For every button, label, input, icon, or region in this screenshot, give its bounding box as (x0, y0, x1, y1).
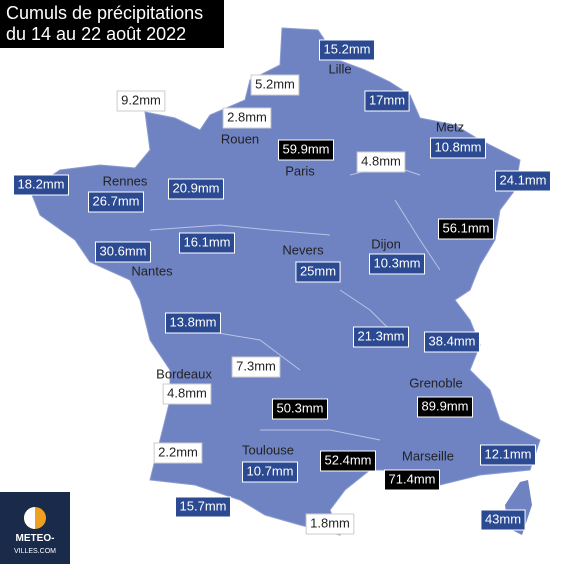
rain-label: 20.9mm (173, 180, 220, 195)
label-box (424, 331, 480, 353)
label-box (168, 178, 224, 200)
city-name: Paris (285, 163, 315, 178)
city-name: Nantes (131, 263, 173, 278)
label-box (13, 174, 69, 196)
rain-label: 25mm (300, 263, 336, 278)
rain-label: 26.7mm (93, 193, 140, 208)
logo-text: METEO- (16, 533, 55, 544)
rain-label: 15.2mm (324, 41, 371, 56)
rain-label: 2.8mm (227, 109, 267, 124)
label-box (305, 513, 355, 535)
label-box (165, 312, 221, 334)
rain-label: 4.8mm (361, 153, 401, 168)
rain-label: 71.4mm (389, 471, 436, 486)
label-box (320, 450, 376, 472)
label-box (438, 218, 494, 240)
label-box (384, 469, 440, 491)
label-box (175, 496, 231, 518)
rain-label: 59.9mm (283, 141, 330, 156)
label-box (231, 356, 281, 378)
city-name: Rennes (103, 173, 148, 188)
rain-label: 89.9mm (422, 398, 469, 413)
label-box (430, 137, 486, 159)
france-shape (29, 27, 541, 536)
label-box (153, 442, 203, 464)
city-name: Toulouse (242, 442, 294, 457)
title-line: Cumuls de précipitations (6, 3, 203, 23)
rain-label: 50.3mm (277, 400, 324, 415)
label-box (250, 74, 300, 96)
label-box (272, 398, 328, 420)
label-box (480, 444, 536, 466)
label-box (495, 170, 551, 192)
rain-label: 52.4mm (325, 452, 372, 467)
rain-label: 38.4mm (429, 333, 476, 348)
city-name: Marseille (402, 448, 454, 463)
label-box (364, 90, 410, 112)
label-box (88, 191, 144, 213)
label-box (295, 261, 341, 283)
rain-label: 30.6mm (100, 243, 147, 258)
title-box (0, 0, 224, 48)
label-box (356, 151, 406, 173)
city-name: Grenoble (409, 375, 462, 390)
rain-label: 10.7mm (247, 463, 294, 478)
rain-label: 10.8mm (435, 139, 482, 154)
city-name: Metz (436, 119, 464, 134)
rain-label: 21.3mm (358, 328, 405, 343)
city-name: Lille (328, 61, 351, 76)
label-box (417, 396, 473, 418)
rain-label: 43mm (485, 511, 521, 526)
rain-label: 17mm (369, 92, 405, 107)
label-box (179, 232, 235, 254)
rain-label: 7.3mm (236, 358, 276, 373)
rain-label: 9.2mm (121, 92, 161, 107)
label-box (242, 461, 298, 483)
rain-label: 5.2mm (255, 76, 295, 91)
logo-icon-half (24, 507, 35, 529)
rain-label: 24.1mm (500, 172, 547, 187)
label-box (369, 253, 425, 275)
rain-label: 4.8mm (167, 385, 207, 400)
rain-label: 56.1mm (443, 220, 490, 235)
label-box (480, 509, 526, 531)
city-name: Rouen (221, 131, 259, 146)
label-box (162, 383, 212, 405)
rain-label: 13.8mm (170, 314, 217, 329)
rain-label: 16.1mm (184, 234, 231, 249)
logo-text: VILLES.COM (14, 548, 56, 555)
rain-label: 18.2mm (18, 176, 65, 191)
rain-label: 2.2mm (158, 444, 198, 459)
city-name: Bordeaux (156, 366, 212, 381)
label-box (116, 90, 166, 112)
rain-label: 12.1mm (485, 446, 532, 461)
label-box (222, 107, 272, 129)
rain-label: 1.8mm (310, 515, 350, 530)
label-box (95, 241, 151, 263)
label-box (353, 326, 409, 348)
city-name: Dijon (371, 236, 401, 251)
label-box (319, 39, 375, 61)
title-line: du 14 au 22 août 2022 (6, 24, 186, 44)
rain-label: 10.3mm (374, 255, 421, 270)
label-box (278, 139, 334, 161)
city-name: Nevers (282, 242, 324, 257)
rain-label: 15.7mm (180, 498, 227, 513)
